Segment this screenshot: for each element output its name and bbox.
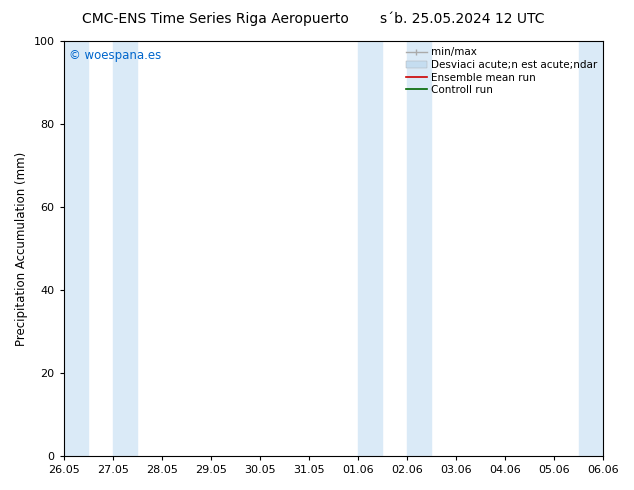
- Bar: [603, 41, 628, 456]
- Bar: [579, 41, 603, 456]
- Bar: [358, 41, 382, 456]
- Y-axis label: Precipitation Accumulation (mm): Precipitation Accumulation (mm): [15, 151, 28, 345]
- Bar: [63, 41, 88, 456]
- Text: CMC-ENS Time Series Riga Aeropuerto: CMC-ENS Time Series Riga Aeropuerto: [82, 12, 349, 26]
- Text: © woespana.es: © woespana.es: [69, 49, 161, 62]
- Legend: min/max, Desviaci acute;n est acute;ndar, Ensemble mean run, Controll run: min/max, Desviaci acute;n est acute;ndar…: [404, 46, 598, 96]
- Bar: [407, 41, 432, 456]
- Text: s´b. 25.05.2024 12 UTC: s´b. 25.05.2024 12 UTC: [380, 12, 545, 26]
- Bar: [113, 41, 137, 456]
